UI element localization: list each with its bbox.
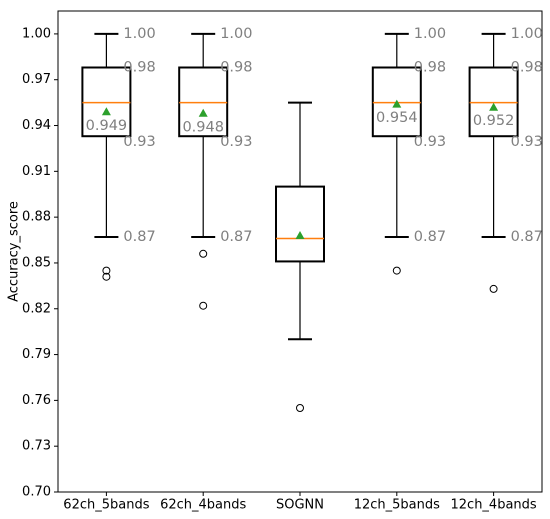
mean-annotation-label: 0.952	[473, 113, 515, 129]
outlier-point	[199, 249, 208, 258]
annotation-label: 0.87	[220, 229, 252, 245]
annotation-label: 1.00	[123, 26, 155, 42]
outlier-point	[392, 266, 401, 275]
box-iqr	[468, 66, 519, 138]
annotation-label: 1.00	[220, 26, 252, 42]
annotation-label: 0.93	[414, 134, 446, 150]
x-tick-label: 62ch_5bands	[63, 498, 149, 513]
y-tick-label: 0.94	[22, 118, 51, 133]
annotation-label: 0.93	[511, 134, 543, 150]
x-tick-label: SOGNN	[276, 498, 324, 513]
x-tick-label: 62ch_4bands	[160, 498, 246, 513]
x-tick-label: 12ch_4bands	[451, 498, 537, 513]
y-tick-label: 0.70	[22, 485, 51, 500]
annotation-label: 1.00	[414, 26, 446, 42]
mean-marker	[198, 108, 208, 117]
y-tick-label: 1.00	[22, 26, 51, 41]
outlier-point	[199, 301, 208, 310]
y-axis-label: Accuracy_score	[7, 201, 22, 302]
mean-annotation-label: 0.948	[182, 119, 224, 135]
y-tick-label: 0.76	[22, 393, 51, 408]
mean-annotation-label: 0.949	[86, 118, 128, 134]
annotation-label: 0.87	[123, 229, 155, 245]
y-tick-label: 0.79	[22, 347, 51, 362]
outlier-point	[102, 272, 111, 281]
annotation-label: 0.93	[123, 134, 155, 150]
annotation-label: 0.98	[123, 59, 155, 75]
mean-marker	[101, 107, 111, 116]
annotation-label: 0.93	[220, 134, 252, 150]
y-tick-label: 0.88	[22, 210, 51, 225]
outlier-point	[296, 404, 304, 413]
y-tick-label: 0.73	[22, 439, 51, 454]
mean-annotation-label: 0.954	[376, 110, 418, 126]
annotation-label: 0.98	[220, 59, 252, 75]
annotation-label: 1.00	[511, 26, 543, 42]
x-tick-label: 12ch_5bands	[354, 498, 440, 513]
box-iqr	[81, 66, 132, 138]
outlier-point	[102, 266, 111, 275]
annotation-label: 0.98	[414, 59, 446, 75]
y-tick-label: 0.85	[22, 255, 51, 270]
box-iqr	[275, 185, 325, 263]
y-tick-label: 0.82	[22, 301, 51, 316]
annotation-label: 0.87	[511, 229, 543, 245]
y-tick-label: 0.97	[22, 72, 51, 87]
annotation-label: 0.98	[511, 59, 543, 75]
y-tick-label: 0.91	[22, 164, 51, 179]
mean-marker	[489, 102, 499, 111]
mean-marker	[295, 230, 305, 239]
mean-marker	[392, 99, 402, 108]
annotation-label: 0.87	[414, 229, 446, 245]
box-iqr	[371, 66, 422, 138]
outlier-point	[489, 284, 498, 293]
box-iqr	[178, 66, 229, 138]
